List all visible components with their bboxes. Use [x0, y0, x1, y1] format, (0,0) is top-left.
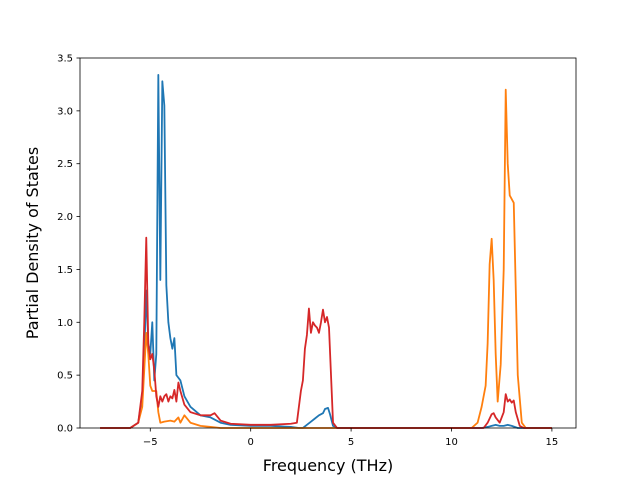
y-tick-label: 3.5 — [57, 54, 73, 65]
y-tick-label: 3.0 — [57, 106, 73, 117]
x-axis-ticks: −5 0 5 10 15 — [143, 428, 558, 448]
y-tick-label: 1.0 — [57, 318, 73, 329]
x-tick-label: 0 — [248, 437, 254, 448]
y-tick-label: 2.5 — [57, 159, 73, 170]
x-tick-label: 10 — [445, 437, 458, 448]
y-tick-label: 0.0 — [57, 424, 73, 435]
axes-frame — [79, 57, 577, 429]
x-tick-label: −5 — [143, 437, 158, 448]
y-axis-label: Partial Density of States — [23, 147, 42, 339]
x-tick-label: 5 — [348, 437, 354, 448]
y-tick-label: 1.5 — [57, 265, 73, 276]
y-axis-ticks: 0.0 0.5 1.0 1.5 2.0 2.5 3.0 3.5 — [57, 54, 80, 435]
y-tick-label: 2.0 — [57, 212, 73, 223]
x-axis-label: Frequency (THz) — [263, 456, 393, 475]
series-line-3 — [100, 236, 552, 429]
y-tick-label: 0.5 — [57, 371, 73, 382]
x-tick-label: 15 — [546, 437, 559, 448]
